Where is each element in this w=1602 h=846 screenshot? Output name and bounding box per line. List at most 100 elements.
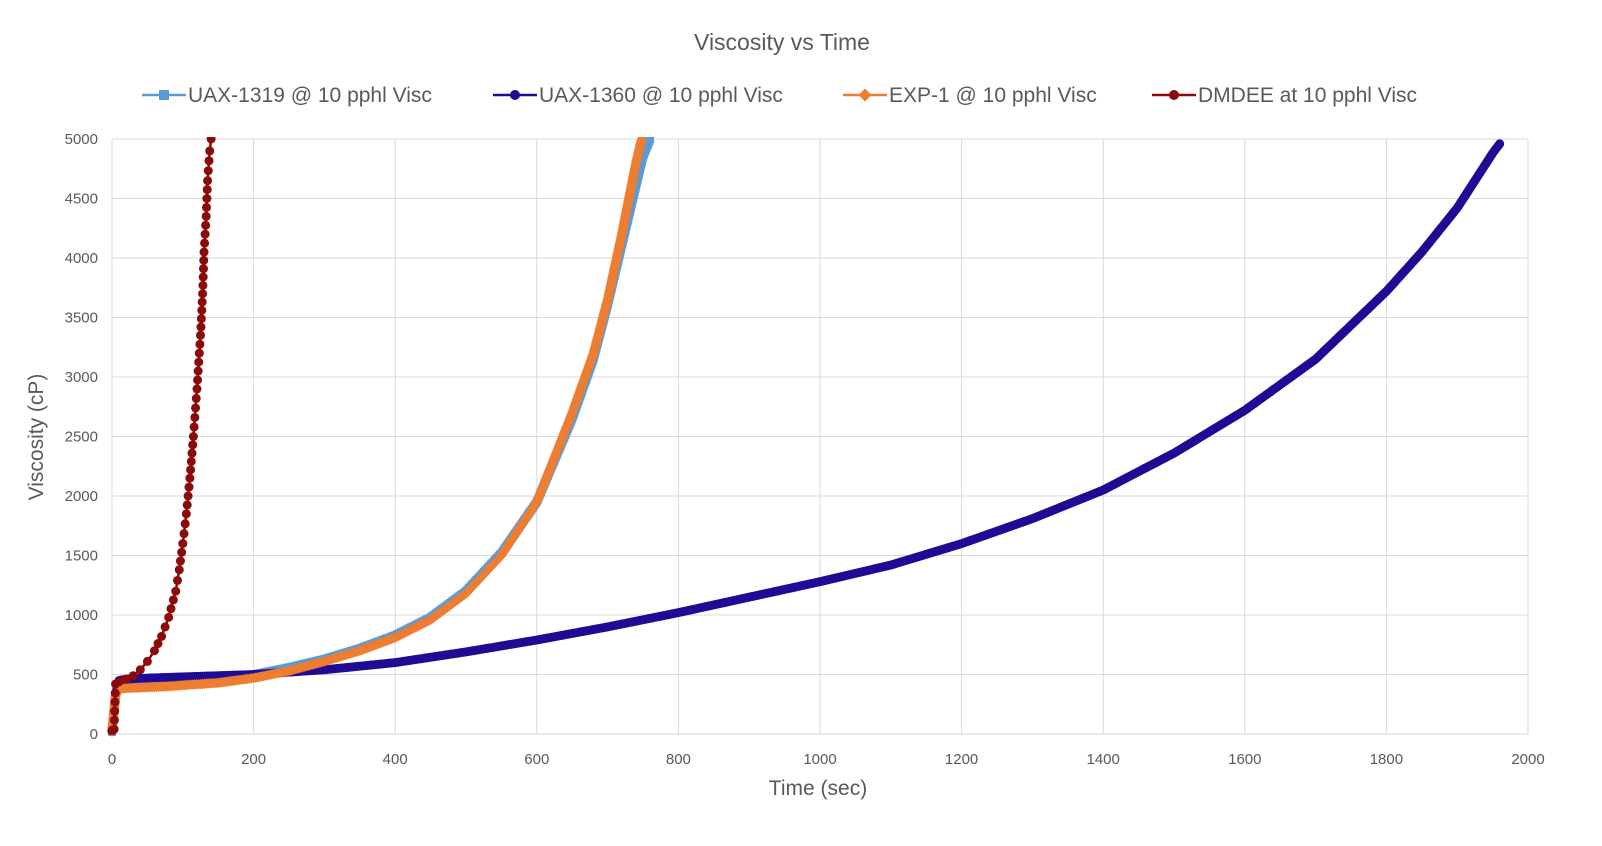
data-point xyxy=(114,677,124,687)
data-point xyxy=(193,366,203,376)
data-point xyxy=(205,146,215,156)
legend-item: UAX-1319 @ 10 pphl Visc xyxy=(142,84,432,107)
data-point xyxy=(191,393,201,403)
data-point xyxy=(203,166,213,176)
legend-swatch-marker xyxy=(858,88,872,102)
y-tick-label: 4500 xyxy=(65,191,98,208)
data-point xyxy=(175,556,185,566)
data-point xyxy=(191,403,201,413)
y-axis-title: Viscosity (cP) xyxy=(25,374,48,501)
series-4 xyxy=(107,137,216,735)
data-point xyxy=(183,491,193,501)
data-point xyxy=(171,586,181,596)
data-point xyxy=(172,575,182,585)
data-point xyxy=(186,456,196,466)
series-3 xyxy=(106,137,647,737)
data-point xyxy=(1495,139,1505,149)
y-tick-label: 500 xyxy=(73,667,98,684)
data-point xyxy=(646,137,655,143)
x-tick-label: 600 xyxy=(524,751,549,768)
data-point xyxy=(182,500,192,510)
data-point xyxy=(184,482,194,492)
legend-item: DMDEE at 10 pphl Visc xyxy=(1152,84,1417,107)
data-point xyxy=(197,305,207,315)
data-point xyxy=(110,697,120,707)
legend-swatch-marker xyxy=(510,90,520,100)
chart-title: Viscosity vs Time xyxy=(694,29,870,55)
data-point xyxy=(168,595,178,605)
legend-item: UAX-1360 @ 10 pphl Visc xyxy=(493,84,783,107)
y-tick-label: 1000 xyxy=(65,607,98,624)
data-point xyxy=(186,465,196,475)
x-tick-label: 2000 xyxy=(1511,751,1544,768)
data-point xyxy=(198,289,208,299)
x-tick-label: 0 xyxy=(108,751,116,768)
legend-label: DMDEE at 10 pphl Visc xyxy=(1198,84,1417,107)
data-point xyxy=(121,674,131,684)
x-tick-label: 800 xyxy=(666,751,691,768)
data-point xyxy=(185,473,195,483)
data-point xyxy=(200,238,210,248)
data-point xyxy=(202,202,212,212)
data-point xyxy=(197,297,207,307)
data-point xyxy=(149,646,159,656)
legend-label: EXP-1 @ 10 pphl Visc xyxy=(889,84,1097,107)
data-point xyxy=(128,671,138,681)
data-point xyxy=(179,529,189,539)
y-tick-label: 2000 xyxy=(65,488,98,505)
legend-swatch-marker xyxy=(159,90,169,100)
y-tick-label: 0 xyxy=(90,726,98,743)
data-point xyxy=(188,440,198,450)
y-tick-label: 3500 xyxy=(65,310,98,327)
data-point xyxy=(166,604,176,614)
data-point xyxy=(188,432,198,441)
data-point xyxy=(193,375,203,385)
legend-swatch-marker xyxy=(1169,90,1179,100)
data-point xyxy=(198,280,208,290)
data-point xyxy=(202,194,212,203)
x-tick-label: 200 xyxy=(241,751,266,768)
data-point xyxy=(196,314,206,324)
x-tick-label: 1600 xyxy=(1228,751,1261,768)
data-point xyxy=(201,220,211,230)
data-point xyxy=(201,211,211,221)
data-point xyxy=(204,156,214,166)
data-point xyxy=(164,612,174,622)
series-line xyxy=(110,143,1501,732)
x-tick-label: 1800 xyxy=(1370,751,1403,768)
data-point xyxy=(142,656,152,666)
data-point xyxy=(190,412,200,422)
y-tick-label: 5000 xyxy=(65,131,98,148)
data-point xyxy=(192,384,202,394)
data-point xyxy=(135,665,145,675)
series-layer xyxy=(106,137,1505,737)
data-point xyxy=(189,422,199,432)
x-tick-label: 1000 xyxy=(803,751,836,768)
data-point xyxy=(153,639,163,649)
x-axis-title: Time (sec) xyxy=(769,777,867,800)
series-2 xyxy=(107,139,1505,737)
legend-label: UAX-1360 @ 10 pphl Visc xyxy=(539,84,783,107)
y-tick-label: 3000 xyxy=(65,369,98,386)
y-tick-label: 4000 xyxy=(65,250,98,267)
data-point xyxy=(109,715,119,725)
data-point xyxy=(199,247,209,257)
data-point xyxy=(110,688,120,698)
data-point xyxy=(198,264,208,274)
x-tick-label: 1400 xyxy=(1087,751,1120,768)
data-point xyxy=(202,185,212,195)
data-point xyxy=(160,622,170,632)
data-point xyxy=(187,448,197,458)
data-point xyxy=(198,272,208,282)
data-point xyxy=(199,255,209,265)
data-point xyxy=(109,724,119,734)
data-point xyxy=(194,357,204,367)
legend-label: UAX-1319 @ 10 pphl Visc xyxy=(188,84,432,107)
data-point xyxy=(178,539,188,549)
data-point xyxy=(200,229,210,239)
data-point xyxy=(196,330,205,340)
data-point xyxy=(196,322,206,332)
y-tick-label: 2500 xyxy=(65,429,98,446)
